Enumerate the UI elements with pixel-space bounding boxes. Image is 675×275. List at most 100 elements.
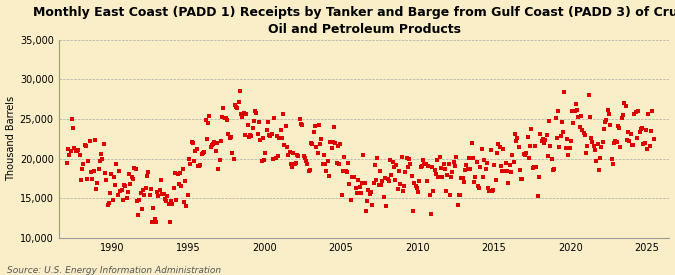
- Point: [217, 114, 227, 119]
- Point: [181, 204, 192, 208]
- Point: [248, 119, 259, 123]
- Point: [323, 174, 334, 178]
- Point: [360, 209, 371, 213]
- Point: [165, 220, 176, 225]
- Point: [80, 144, 91, 148]
- Point: [438, 162, 449, 167]
- Point: [290, 161, 301, 166]
- Point: [489, 163, 500, 167]
- Point: [622, 138, 632, 142]
- Point: [296, 122, 306, 127]
- Point: [385, 157, 396, 162]
- Point: [435, 166, 446, 170]
- Point: [211, 149, 221, 154]
- Point: [471, 159, 482, 164]
- Point: [645, 129, 656, 134]
- Point: [92, 181, 103, 186]
- Point: [573, 114, 584, 119]
- Point: [416, 164, 427, 168]
- Point: [234, 100, 244, 104]
- Point: [188, 140, 198, 145]
- Point: [329, 125, 340, 130]
- Point: [90, 138, 101, 142]
- Point: [138, 188, 148, 192]
- Point: [372, 156, 383, 160]
- Point: [126, 175, 137, 179]
- Point: [336, 192, 347, 197]
- Point: [626, 143, 637, 148]
- Point: [421, 162, 431, 166]
- Point: [284, 150, 295, 155]
- Point: [601, 117, 612, 122]
- Point: [395, 182, 406, 186]
- Point: [196, 151, 207, 156]
- Point: [358, 153, 369, 157]
- Point: [84, 139, 95, 143]
- Point: [281, 145, 292, 149]
- Point: [367, 202, 378, 207]
- Point: [190, 149, 200, 153]
- Point: [495, 164, 506, 168]
- Point: [157, 192, 167, 196]
- Point: [494, 145, 505, 149]
- Point: [207, 143, 217, 147]
- Point: [200, 118, 211, 122]
- Point: [577, 128, 588, 133]
- Point: [615, 145, 626, 149]
- Point: [539, 141, 549, 145]
- Point: [369, 163, 380, 167]
- Point: [543, 154, 554, 159]
- Point: [556, 134, 566, 138]
- Point: [638, 142, 649, 147]
- Point: [583, 93, 594, 97]
- Point: [159, 197, 170, 201]
- Point: [402, 165, 413, 170]
- Point: [115, 189, 126, 193]
- Point: [156, 178, 167, 183]
- Point: [93, 167, 104, 171]
- Point: [405, 162, 416, 166]
- Point: [480, 167, 491, 171]
- Point: [639, 141, 650, 145]
- Point: [317, 162, 328, 166]
- Point: [209, 140, 220, 144]
- Point: [630, 109, 641, 114]
- Point: [286, 161, 296, 166]
- Point: [474, 185, 485, 190]
- Point: [247, 126, 258, 130]
- Point: [354, 185, 365, 189]
- Point: [491, 151, 502, 155]
- Point: [100, 171, 111, 175]
- Point: [454, 193, 464, 197]
- Point: [264, 133, 275, 138]
- Point: [641, 128, 651, 133]
- Point: [465, 167, 476, 171]
- Point: [107, 197, 118, 202]
- Point: [300, 156, 310, 161]
- Point: [279, 142, 290, 147]
- Point: [122, 196, 132, 200]
- Point: [424, 192, 435, 197]
- Point: [622, 130, 633, 134]
- Point: [547, 167, 558, 172]
- Point: [527, 166, 538, 170]
- Point: [213, 167, 223, 171]
- Point: [79, 142, 90, 147]
- Point: [204, 114, 215, 118]
- Point: [612, 139, 622, 144]
- Point: [506, 170, 516, 174]
- Point: [556, 120, 567, 124]
- Point: [172, 172, 183, 176]
- Point: [82, 176, 92, 181]
- Point: [408, 209, 418, 213]
- Point: [111, 162, 122, 166]
- Point: [587, 140, 598, 144]
- Point: [327, 140, 338, 144]
- Point: [396, 155, 407, 159]
- Point: [624, 139, 634, 144]
- Point: [191, 147, 202, 151]
- Point: [488, 188, 499, 192]
- Point: [618, 112, 628, 117]
- Point: [215, 139, 226, 143]
- Point: [520, 153, 531, 157]
